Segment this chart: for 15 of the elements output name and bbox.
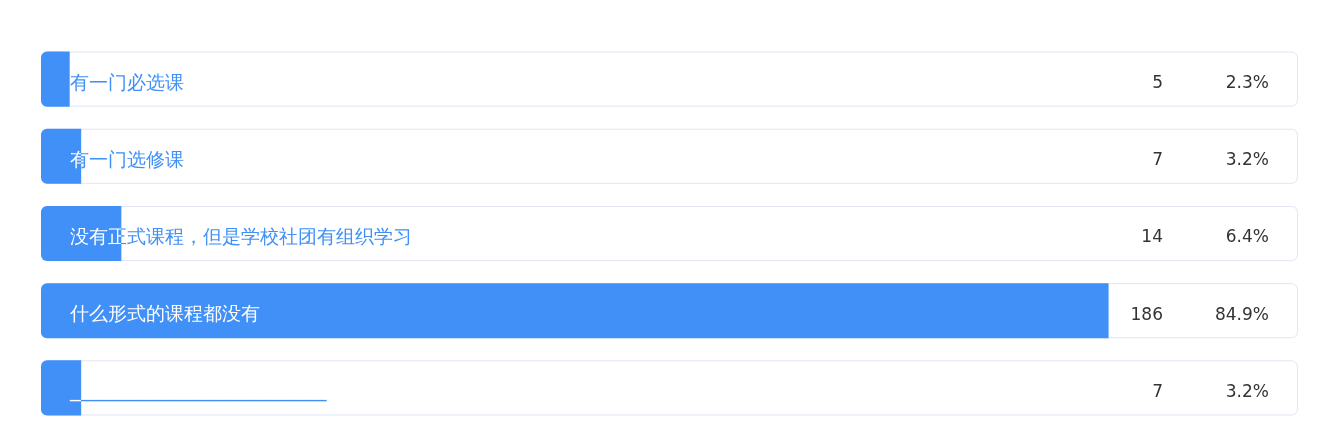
data-label: 7 — [1152, 149, 1163, 170]
text: 84.9% — [1214, 303, 1269, 324]
bar — [41, 51, 70, 107]
text: 2.3% — [1225, 72, 1269, 93]
text: 3.2% — [1225, 380, 1269, 401]
data-label: 7 — [1152, 380, 1163, 401]
data-label: 186 — [1130, 303, 1163, 324]
y-tick-label: 有一门必选课 — [70, 70, 184, 93]
y-tick-label: 什么形式的课程都没有 — [69, 302, 260, 325]
bar — [41, 360, 82, 416]
data-label: 14 — [1141, 226, 1163, 247]
data-label: 5 — [1152, 72, 1163, 93]
text: 6.4% — [1225, 226, 1269, 247]
text: 3.2% — [1225, 149, 1269, 170]
y-tick-label: ___________________________ — [69, 379, 327, 403]
